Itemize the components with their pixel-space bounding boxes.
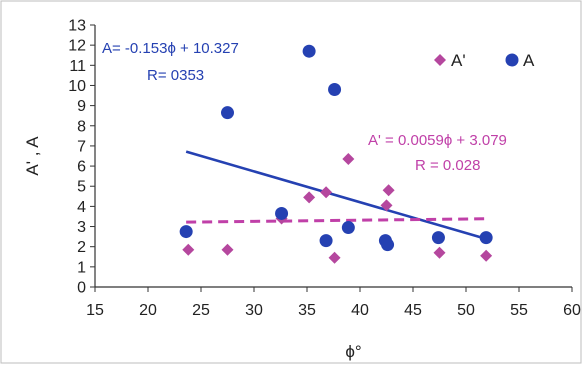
data-point-a-prime (328, 251, 341, 264)
x-axis-title: ϕ° (345, 342, 361, 361)
legend-label: A' (451, 51, 466, 70)
legend: A' A (434, 51, 535, 70)
x-tick-label: 15 (86, 302, 104, 319)
trendline-equation-a-prime: A' = 0.0059ϕ + 3.079 (368, 132, 507, 149)
y-tick-label: 6 (77, 159, 86, 176)
data-point-a-prime (433, 246, 446, 259)
data-point-a (179, 225, 193, 239)
data-point-a (328, 82, 342, 96)
x-tick-label: 50 (457, 302, 475, 319)
y-tick-label: 10 (68, 78, 86, 95)
data-point-a-prime (480, 249, 493, 262)
x-tick-label: 25 (192, 302, 210, 319)
y-tick-label: 1 (77, 259, 86, 276)
data-point-a (341, 221, 355, 235)
y-tick-label: 9 (77, 98, 86, 115)
y-tick-label: 7 (77, 138, 86, 155)
data-point-a-prime (303, 191, 316, 204)
y-tick-label: 12 (68, 38, 86, 55)
y-tick-label: 3 (77, 219, 86, 236)
data-point-a-prime (380, 199, 393, 212)
y-tick-label: 13 (68, 18, 86, 35)
y-tick-label: 4 (77, 199, 86, 216)
data-point-a (302, 44, 316, 58)
y-tick-label: 2 (77, 239, 86, 256)
legend-marker-a-prime (434, 54, 446, 66)
data-points (179, 44, 493, 264)
x-tick-label: 55 (510, 302, 528, 319)
data-point-a (381, 238, 395, 252)
data-point-a-prime (320, 186, 333, 199)
trendlines (185, 150, 487, 241)
x-tick-label: 60 (563, 302, 581, 319)
data-point-a-prime (382, 184, 395, 197)
data-point-a-prime (182, 243, 195, 256)
legend-marker-a (505, 53, 519, 67)
data-point-a-prime (342, 153, 355, 166)
y-tick-label: 5 (77, 179, 86, 196)
x-tick-label: 30 (245, 302, 263, 319)
x-tick-label: 35 (298, 302, 316, 319)
data-point-a (431, 231, 445, 245)
x-tick-label: 45 (404, 302, 422, 319)
data-point-a-prime (221, 243, 234, 256)
data-point-a (221, 106, 234, 120)
y-axis-title: A' , A (23, 136, 42, 176)
x-axis-ticks: 15 20 25 30 35 40 45 50 55 60 (86, 287, 581, 319)
trendline-a-prime (186, 217, 487, 224)
y-tick-label: 8 (77, 118, 86, 135)
equation-labels: A= -0.153ϕ + 10.327 R= 0353 A' = 0.0059ϕ +… (102, 40, 507, 174)
y-tick-label: 11 (69, 58, 86, 75)
data-point-a (479, 231, 493, 245)
x-tick-label: 20 (139, 302, 157, 319)
trendline-r-a-prime: R = 0.028 (415, 157, 480, 174)
data-point-a (319, 234, 333, 248)
x-tick-label: 40 (351, 302, 369, 319)
data-point-a (275, 206, 289, 220)
trendline-equation-a: A= -0.153ϕ + 10.327 (102, 40, 239, 57)
trendline-a (185, 150, 487, 241)
y-tick-label: 0 (77, 280, 86, 297)
legend-label: A (523, 51, 535, 70)
trendline-r-a: R= 0353 (147, 67, 204, 84)
